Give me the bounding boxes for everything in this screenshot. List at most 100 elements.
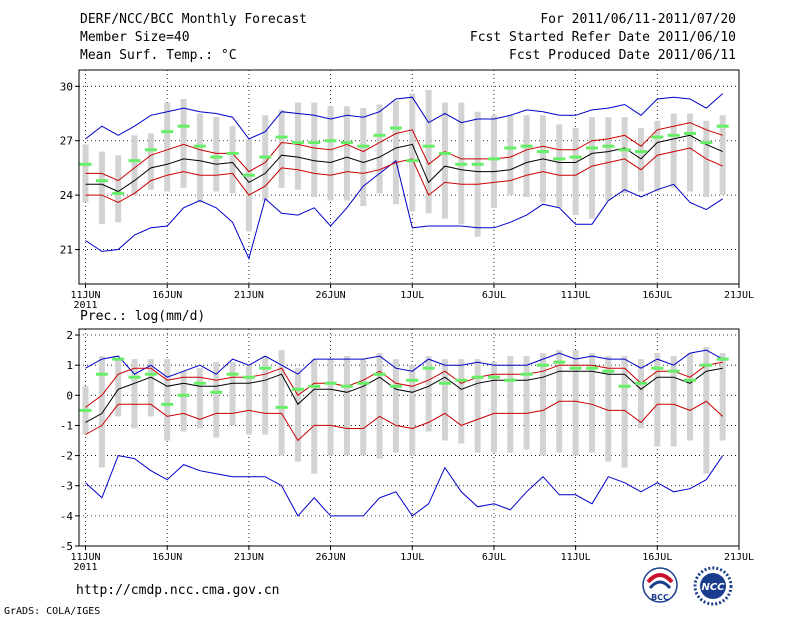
observed-marker (389, 126, 402, 130)
range-bar (164, 359, 171, 441)
range-bar (278, 109, 285, 188)
bcc-logo-label: BCC (651, 593, 669, 602)
series-max-line (85, 349, 723, 378)
range-bar (654, 353, 661, 447)
chart-title: DERF/NCC/BCC Monthly Forecast (80, 12, 307, 27)
range-bar (588, 117, 595, 219)
observed-marker (438, 151, 451, 155)
observed-marker (667, 369, 680, 373)
range-bar (621, 356, 628, 468)
plot-frame (78, 328, 740, 547)
observed-marker (144, 372, 157, 376)
range-bar (311, 102, 318, 197)
x-tick-label: 16JUN (152, 552, 182, 563)
range-bar (556, 124, 563, 208)
range-bar (147, 133, 154, 190)
observed-marker (553, 360, 566, 364)
bcc-logo: BCC (642, 567, 678, 603)
range-bar (164, 102, 171, 192)
series-min-line (85, 455, 724, 517)
range-bar (572, 128, 579, 216)
y-tick-label: 24 (60, 189, 74, 202)
observed-marker (161, 130, 174, 134)
observed-marker (291, 141, 304, 145)
observed-marker (340, 141, 353, 145)
range-bar (229, 362, 236, 426)
y-tick-label: -2 (60, 450, 73, 463)
x-tick-label: 6JUL (482, 290, 506, 301)
series-lower-spread-line (85, 147, 723, 203)
range-bar (147, 359, 154, 417)
fcst-started-date: Fcst Started Refer Date 2011/06/10 (469, 30, 736, 45)
observed-marker (373, 372, 386, 376)
observed-marker (585, 366, 598, 370)
y-tick-label: -1 (60, 419, 73, 432)
range-bar (343, 106, 350, 201)
observed-marker (683, 131, 696, 135)
x-tick-year-label: 2011 (73, 300, 97, 311)
observed-marker (504, 378, 517, 382)
observed-marker (226, 151, 239, 155)
x-tick-label: 6JUL (482, 552, 506, 563)
observed-marker (226, 372, 239, 376)
range-bar (409, 365, 416, 456)
observed-marker (716, 124, 729, 128)
observed-marker (308, 384, 321, 388)
observed-marker (112, 357, 125, 361)
range-bar (229, 126, 236, 194)
ncc-logo: NCC (693, 566, 733, 606)
observed-marker (357, 381, 370, 385)
observed-marker (324, 381, 337, 385)
range-bar (654, 120, 661, 192)
forecast-period: For 2011/06/11-2011/07/20 (540, 12, 736, 27)
range-bar (441, 359, 448, 441)
member-size: Member Size=40 (80, 30, 190, 45)
range-bar (294, 368, 301, 462)
observed-marker (471, 162, 484, 166)
x-tick-label: 16JUN (152, 290, 182, 301)
range-bar (245, 138, 252, 232)
observed-marker (79, 162, 92, 166)
observed-marker (520, 372, 533, 376)
observed-marker (602, 144, 615, 148)
observed-marker (438, 381, 451, 385)
observed-marker (700, 363, 713, 367)
range-bar (523, 356, 530, 450)
range-bar (294, 102, 301, 190)
range-bar (474, 111, 481, 237)
x-tick-label: 26JUN (316, 552, 346, 563)
y-tick-label: 2 (66, 329, 73, 342)
observed-marker (275, 405, 288, 409)
observed-marker (242, 375, 255, 379)
y-tick-label: -4 (60, 510, 74, 523)
observed-marker (112, 191, 125, 195)
x-tick-label: 11JUL (561, 290, 591, 301)
range-bar (605, 117, 612, 201)
series-upper-spread-line (85, 361, 723, 408)
series-mean-line (85, 134, 723, 193)
y-tick-label: 21 (60, 244, 73, 257)
x-tick-label: 21JUL (724, 552, 754, 563)
observed-marker (651, 366, 664, 370)
observed-marker (161, 402, 174, 406)
x-tick-label: 21JUL (724, 290, 754, 301)
range-bar (343, 356, 350, 456)
range-bar (115, 155, 122, 223)
range-bar (637, 128, 644, 192)
source-url[interactable]: http://cmdp.ncc.cma.gov.cn (76, 583, 280, 598)
range-bar (327, 359, 334, 456)
observed-marker (242, 173, 255, 177)
series-upper-spread-line (85, 122, 723, 182)
observed-marker (651, 135, 664, 139)
observed-marker (324, 139, 337, 143)
observed-marker (667, 133, 680, 137)
range-bar (131, 135, 138, 196)
range-bar (213, 117, 220, 192)
series-lower-spread-line (85, 400, 724, 442)
observed-marker (95, 179, 108, 183)
observed-marker (259, 155, 272, 159)
grads-credit: GrADS: COLA/IGES (4, 606, 101, 617)
x-tick-label: 11JUL (561, 552, 591, 563)
observed-marker (291, 387, 304, 391)
range-bar (703, 347, 710, 474)
